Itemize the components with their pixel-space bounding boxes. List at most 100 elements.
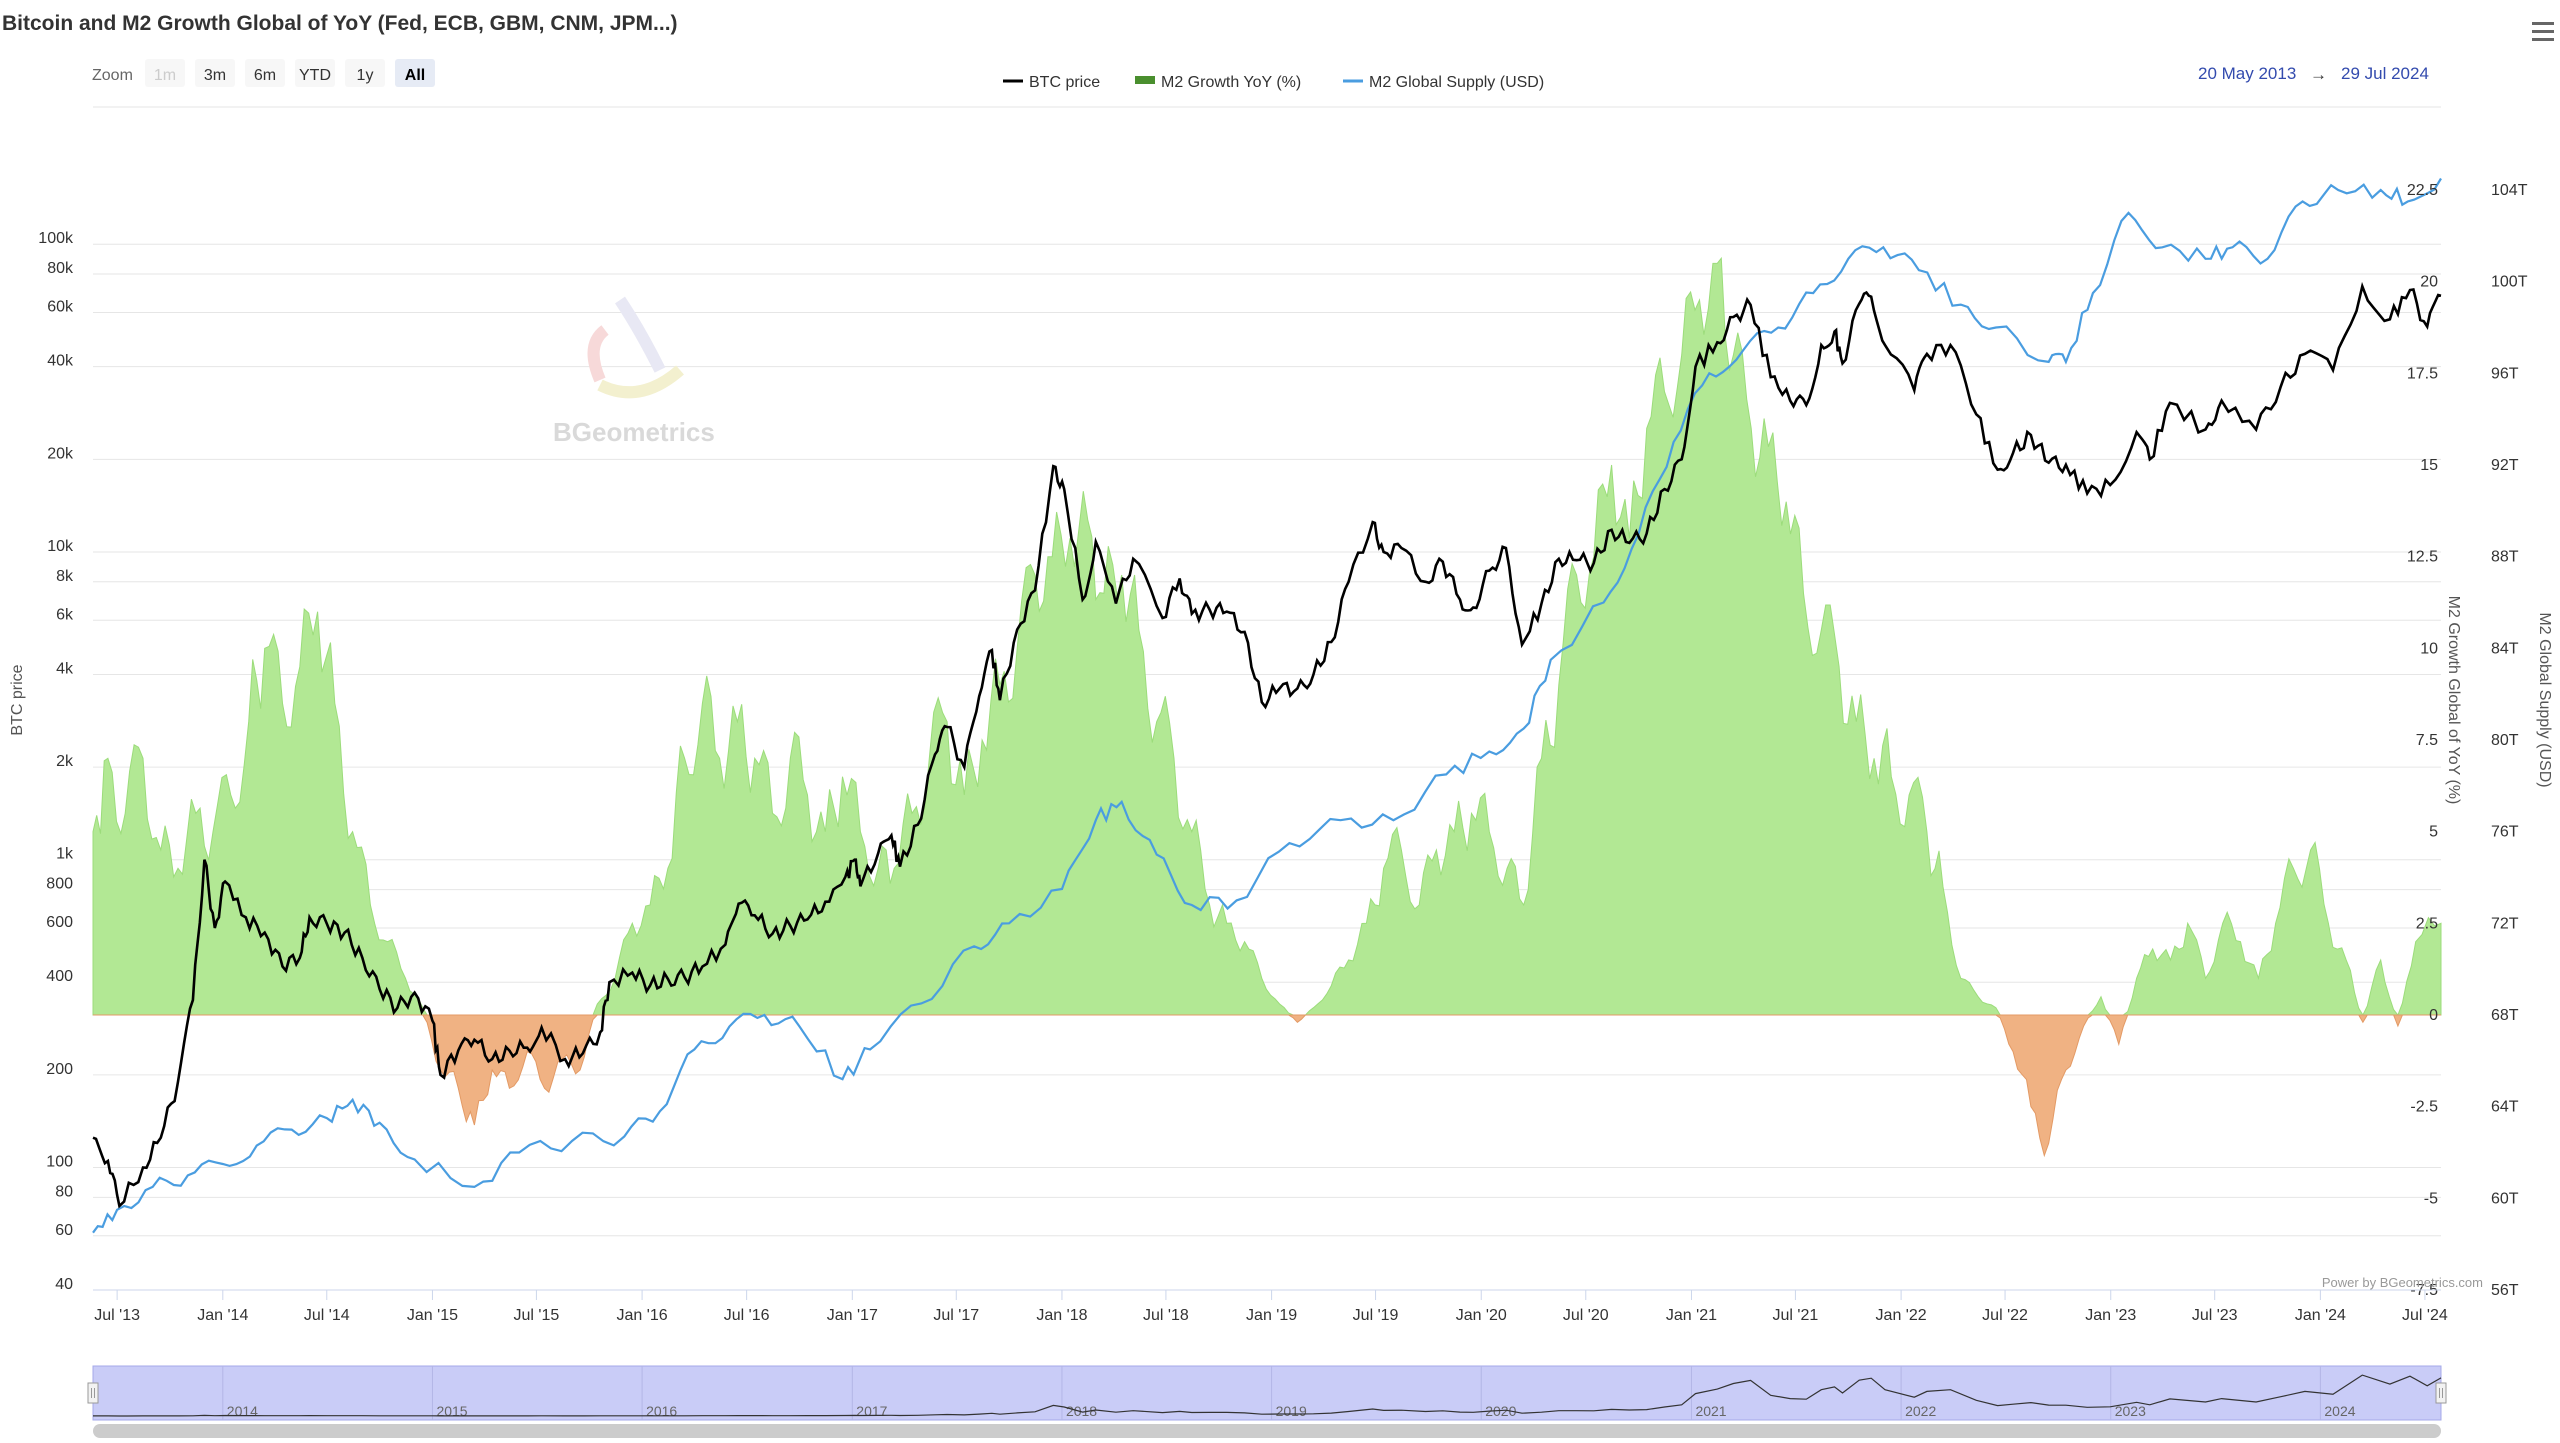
navigator[interactable]: 2014 2015 2016 2017 2018 2019 2020 2021 2022 2023… — [87, 1365, 2447, 1438]
credit-text[interactable]: Power by BGeometrics.com — [2322, 1275, 2483, 1290]
zoom-button-1m[interactable]: 1m — [145, 59, 185, 87]
supply-tick-label: 80T — [2491, 732, 2519, 749]
navigator-year-label: 2017 — [856, 1403, 887, 1419]
zoom-button-label[interactable]: All — [405, 67, 425, 84]
zoom-button-label[interactable]: 1m — [154, 67, 176, 84]
btc-price-line — [92, 281, 2442, 1209]
zoom-button-6m[interactable]: 6m — [245, 59, 285, 87]
btc-axis-title: BTC price — [9, 664, 26, 735]
btc-tick-label: 6k — [56, 606, 74, 623]
navigator-scrollbar[interactable] — [93, 1424, 2441, 1438]
navigator-year-label: 2022 — [1905, 1403, 1936, 1419]
supply-tick-label: 68T — [2491, 1007, 2519, 1024]
range-to[interactable]: 29 Jul 2024 — [2341, 64, 2429, 83]
legend-label: BTC price — [1029, 74, 1100, 91]
growth-tick-label: 15 — [2420, 457, 2438, 474]
x-tick-label: Jul '18 — [1143, 1307, 1189, 1324]
zoom-button-ytd[interactable]: YTD — [295, 59, 335, 87]
supply-tick-label: 84T — [2491, 640, 2519, 657]
legend-swatch — [1135, 76, 1155, 84]
btc-tick-label: 100k — [38, 230, 74, 247]
supply-tick-label: 76T — [2491, 824, 2519, 841]
zoom-button-all[interactable]: All — [395, 59, 435, 87]
zoom-label: Zoom — [92, 67, 133, 84]
navigator-year-label: 2024 — [2324, 1403, 2355, 1419]
x-tick-label: Jan '23 — [2085, 1307, 2136, 1324]
date-range: 20 May 2013 → 29 Jul 2024 — [2198, 64, 2429, 84]
supply-axis: 56T 60T 64T 68T 72T 76T 80T 84T 88T 92T 96T 100T 104… — [2491, 182, 2528, 1299]
zoom-button-3m[interactable]: 3m — [195, 59, 235, 87]
btc-tick-label: 60k — [47, 298, 74, 315]
zoom-button-label[interactable]: 3m — [204, 67, 226, 84]
btc-tick-label: 80 — [55, 1183, 73, 1200]
growth-tick-label: 0 — [2429, 1007, 2438, 1024]
range-arrow: → — [2310, 65, 2327, 84]
x-tick-label: Jan '16 — [617, 1307, 668, 1324]
grid-lines — [93, 106, 2441, 1291]
supply-tick-label: 60T — [2491, 1190, 2519, 1207]
growth-negative-area — [93, 1014, 2441, 1158]
navigator-year-label: 2021 — [1695, 1403, 1726, 1419]
btc-tick-label: 800 — [46, 876, 73, 893]
navigator-year-label: 2015 — [436, 1403, 467, 1419]
navigator-left-handle[interactable] — [87, 1382, 99, 1404]
x-tick-label: Jul '24 — [2402, 1307, 2448, 1324]
growth-tick-label: 10 — [2420, 640, 2438, 657]
growth-tick-label: 20 — [2420, 274, 2438, 291]
supply-tick-label: 64T — [2491, 1099, 2519, 1116]
btc-tick-label: 10k — [47, 538, 74, 555]
x-tick-label: Jul '14 — [304, 1307, 350, 1324]
growth-tick-label: 12.5 — [2407, 549, 2438, 566]
growth-tick-label: 7.5 — [2416, 732, 2438, 749]
x-tick-label: Jul '22 — [1982, 1307, 2028, 1324]
growth-tick-label: -5 — [2424, 1190, 2438, 1207]
x-tick-label: Jul '21 — [1773, 1307, 1819, 1324]
m2-supply-line — [92, 177, 2442, 1234]
btc-price-series — [92, 281, 2442, 1209]
x-axis: Jul '13 Jan '14 Jul '14 Jan '15 Jul '15 Jan '… — [93, 1289, 2448, 1324]
x-tick-label: Jul '17 — [933, 1307, 979, 1324]
btc-tick-label: 100 — [46, 1154, 73, 1171]
supply-tick-label: 92T — [2491, 457, 2519, 474]
zoom-button-label[interactable]: 1y — [357, 67, 374, 84]
navigator-year-label: 2023 — [2115, 1403, 2146, 1419]
legend-item[interactable]: BTC price — [1003, 74, 1100, 91]
watermark: BGeometrics — [553, 296, 715, 447]
navigator-year-label: 2016 — [646, 1403, 677, 1419]
btc-tick-label: 600 — [46, 914, 73, 931]
range-from[interactable]: 20 May 2013 — [2198, 64, 2296, 83]
legend-item[interactable]: M2 Global Supply (USD) — [1343, 74, 1544, 91]
supply-axis-title: M2 Global Supply (USD) — [2536, 612, 2553, 787]
supply-tick-label: 88T — [2491, 549, 2519, 566]
btc-tick-label: 20k — [47, 445, 74, 462]
x-tick-label: Jan '21 — [1666, 1307, 1717, 1324]
m2-growth-area — [92, 256, 2442, 1158]
zoom-button-label[interactable]: YTD — [299, 67, 331, 84]
btc-tick-label: 40 — [55, 1276, 73, 1293]
growth-tick-label: -2.5 — [2410, 1099, 2438, 1116]
x-tick-label: Jan '19 — [1246, 1307, 1297, 1324]
x-tick-label: Jan '18 — [1036, 1307, 1087, 1324]
navigator-year-label: 2019 — [1276, 1403, 1307, 1419]
navigator-year-label: 2014 — [227, 1403, 258, 1419]
navigator-mask — [92, 1365, 2442, 1421]
watermark-text: BGeometrics — [553, 417, 715, 447]
legend-item[interactable]: M2 Growth YoY (%) — [1135, 74, 1301, 91]
growth-tick-label: 22.5 — [2407, 182, 2438, 199]
btc-tick-label: 4k — [56, 660, 74, 677]
btc-tick-label: 40k — [47, 353, 74, 370]
x-tick-label: Jan '24 — [2295, 1307, 2346, 1324]
growth-tick-label: 17.5 — [2407, 365, 2438, 382]
zoom-button-1y[interactable]: 1y — [345, 59, 385, 87]
btc-tick-label: 60 — [55, 1222, 73, 1239]
zoom-button-label[interactable]: 6m — [254, 67, 276, 84]
navigator-right-handle[interactable] — [2435, 1382, 2447, 1404]
btc-axis: 40 60 80 100 200 400 600 800 1k 2k 4k 6k 8k 10k 20k 40k… — [38, 230, 74, 1293]
x-tick-label: Jul '13 — [94, 1307, 140, 1324]
x-tick-label: Jul '16 — [724, 1307, 770, 1324]
x-tick-label: Jul '23 — [2192, 1307, 2238, 1324]
supply-tick-label: 72T — [2491, 915, 2519, 932]
growth-tick-label: 5 — [2429, 824, 2438, 841]
hamburger-menu-icon[interactable] — [2532, 22, 2554, 41]
